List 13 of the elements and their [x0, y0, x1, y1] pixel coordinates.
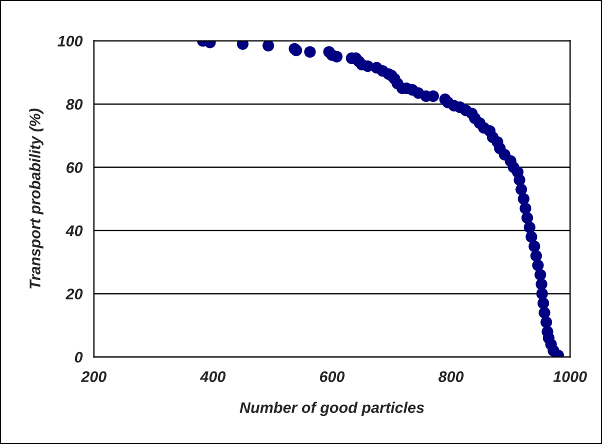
y-tick-label: 60 [66, 162, 83, 173]
x-tick-label: 400 [200, 371, 226, 382]
x-tick-label: 800 [438, 371, 464, 382]
y-tick-label: 0 [74, 352, 83, 363]
y-axis-title: Transport probability (%) [29, 108, 44, 289]
y-tick-label: 40 [66, 225, 83, 236]
x-tick-label: 600 [320, 371, 345, 382]
y-tick-label: 80 [66, 98, 83, 110]
x-tick-label: 1000 [553, 371, 587, 382]
x-axis-title: Number of good particles [240, 402, 424, 416]
y-tick-label: 20 [66, 288, 83, 300]
x-tick-label: 200 [80, 371, 107, 382]
y-tick-label: 100 [58, 36, 83, 47]
